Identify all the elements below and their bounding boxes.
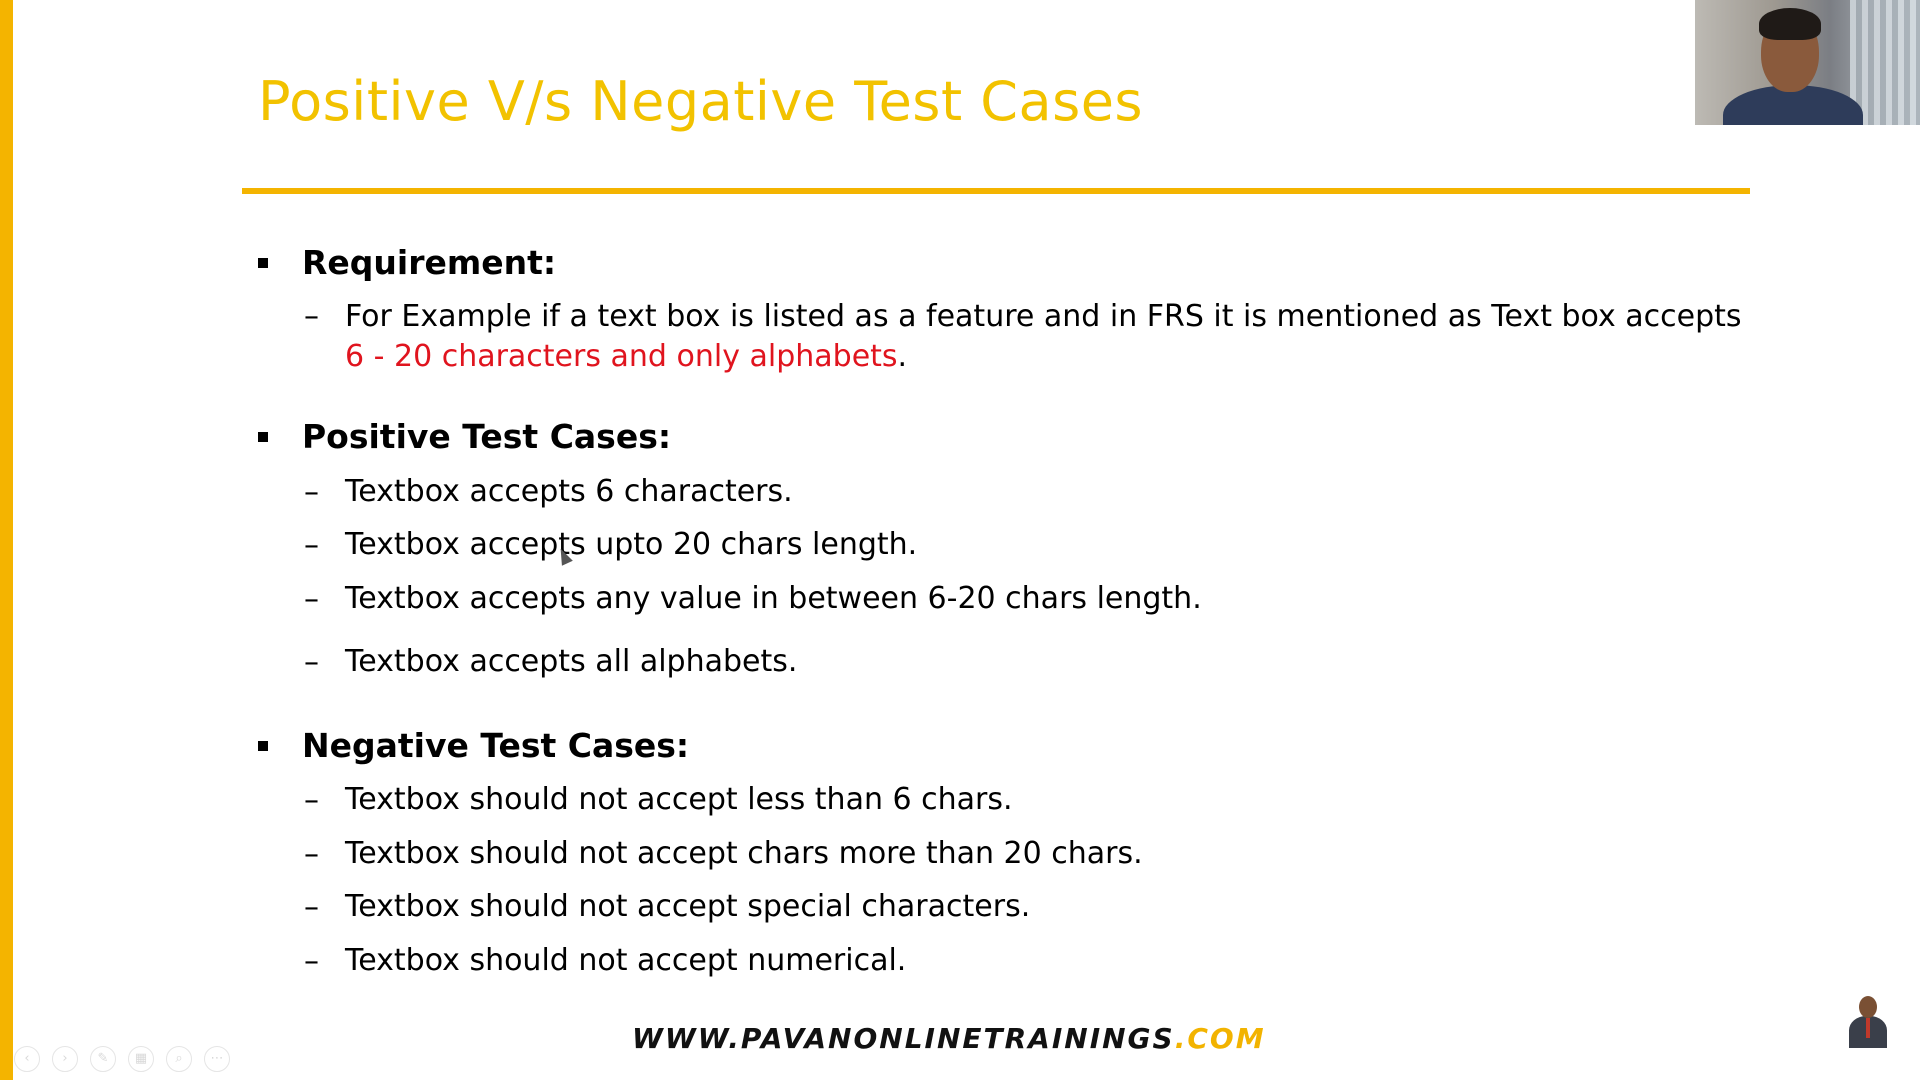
section-heading-requirement: Requirement: (302, 243, 557, 282)
dash-bullet-icon: – (304, 645, 319, 680)
requirement-text-line2: 6 - 20 characters and only alphabets. (345, 337, 907, 377)
negative-case-item: Textbox should not accept numerical. (345, 943, 907, 978)
square-bullet-icon (258, 432, 268, 442)
dash-bullet-icon: – (304, 582, 319, 617)
avatar-tie (1866, 1018, 1870, 1038)
section-heading-negative: Negative Test Cases: (302, 726, 690, 765)
negative-case-item: Textbox should not accept special charac… (345, 889, 1031, 924)
footer-url-main: WWW.PAVANONLINETRAININGS (632, 1022, 1175, 1055)
slide-title: Positive V/s Negative Test Cases (258, 70, 1144, 133)
presenter-hair (1759, 8, 1821, 40)
dash-bullet-icon: – (304, 944, 319, 979)
dash-bullet-icon: – (304, 783, 319, 818)
dash-bullet-icon: – (304, 299, 319, 334)
title-underline (242, 188, 1750, 194)
dash-bullet-icon: – (304, 890, 319, 925)
footer-website: WWW.PAVANONLINETRAININGS.COM (632, 1022, 1266, 1055)
slide-accent-strip (0, 0, 13, 1080)
previous-icon[interactable]: ‹ (14, 1046, 40, 1072)
slides-grid-icon[interactable]: ▦ (128, 1046, 154, 1072)
pen-icon[interactable]: ✎ (90, 1046, 116, 1072)
more-icon[interactable]: ⋯ (204, 1046, 230, 1072)
positive-case-item: Textbox accepts upto 20 chars length. (345, 527, 918, 562)
positive-case-item: Textbox accepts 6 characters. (345, 474, 793, 509)
negative-case-item: Textbox should not accept less than 6 ch… (345, 782, 1013, 817)
requirement-highlight: 6 - 20 characters and only alphabets (345, 339, 898, 374)
next-icon[interactable]: › (52, 1046, 78, 1072)
presenter-webcam[interactable] (1695, 0, 1920, 125)
positive-case-item: Textbox accepts all alphabets. (345, 644, 798, 679)
slideshow-controls: ‹ › ✎ ▦ ⌕ ⋯ (14, 1046, 230, 1072)
positive-case-item: Textbox accepts any value in between 6-2… (345, 581, 1202, 616)
dash-bullet-icon: – (304, 528, 319, 563)
requirement-text: For Example if a text box is listed as a… (345, 299, 1742, 334)
square-bullet-icon (258, 741, 268, 751)
avatar-head (1859, 996, 1877, 1018)
zoom-icon[interactable]: ⌕ (166, 1046, 192, 1072)
curtain-background (1850, 0, 1920, 125)
negative-case-item: Textbox should not accept chars more tha… (345, 836, 1143, 871)
square-bullet-icon (258, 258, 268, 268)
requirement-period: . (897, 339, 908, 374)
presenter-logo-avatar (1845, 994, 1890, 1048)
dash-bullet-icon: – (304, 837, 319, 872)
footer-url-tld: .COM (1174, 1022, 1266, 1055)
section-heading-positive: Positive Test Cases: (302, 417, 672, 456)
dash-bullet-icon: – (304, 475, 319, 510)
